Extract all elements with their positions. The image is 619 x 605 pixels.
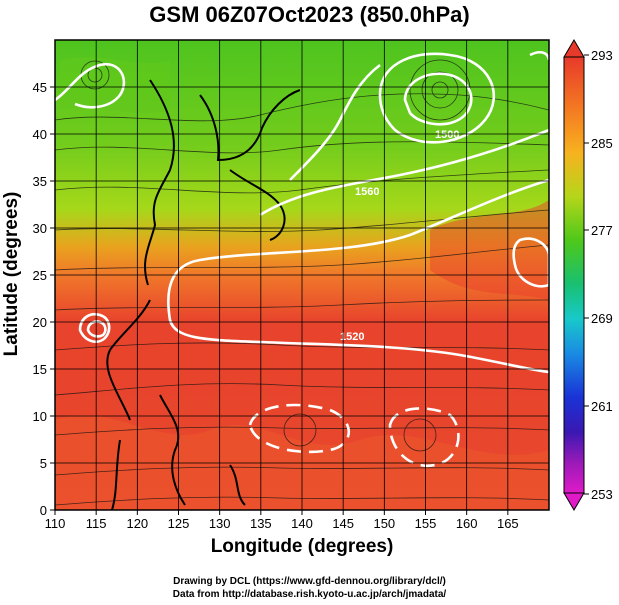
y-axis-ticks: 0 5 10 15 20 25 30 35 40 45: [33, 80, 55, 518]
x-tick-label: 160: [456, 516, 478, 531]
colorbar-top-arrow: [563, 39, 585, 58]
y-tick-label: 45: [33, 80, 47, 95]
colorbar-scale: [563, 56, 585, 494]
x-tick-label: 150: [373, 516, 395, 531]
y-tick-label: 20: [33, 315, 47, 330]
y-tick-label: 5: [40, 456, 47, 471]
x-tick-label: 130: [209, 516, 231, 531]
y-tick-label: 40: [33, 127, 47, 142]
height-contours: [55, 50, 549, 468]
colorbar-tick-label: 269: [591, 311, 613, 326]
y-tick-label: 0: [40, 503, 47, 518]
y-tick-label: 30: [33, 221, 47, 236]
contour-label: 1500: [435, 129, 459, 141]
colorbar-tick-label: 285: [591, 136, 613, 151]
colorbar-tick-label: 277: [591, 223, 613, 238]
colorbar-tick-label: 261: [591, 399, 613, 414]
y-tick-label: 15: [33, 362, 47, 377]
grid-lines: [55, 40, 549, 510]
contour-label: 1560: [355, 186, 379, 198]
x-tick-label: 135: [250, 516, 272, 531]
credit-line-1: Drawing by DCL (https://www.gfd-dennou.o…: [173, 576, 446, 587]
colorbar-tick-label: 293: [591, 48, 613, 63]
x-tick-label: 140: [291, 516, 313, 531]
x-tick-label: 165: [497, 516, 519, 531]
x-axis-ticks: 110 115 120 125 130 135 140 145 150 155 160 165: [45, 510, 519, 531]
x-tick-label: 115: [86, 516, 107, 531]
x-tick-label: 120: [126, 516, 148, 531]
contour-label: 1520: [340, 331, 364, 343]
x-tick-label: 110: [45, 516, 66, 531]
colorbar-bottom-arrow: [563, 492, 585, 511]
y-tick-label: 35: [33, 174, 47, 189]
chart-title: GSM 06Z07Oct2023 (850.0hPa): [149, 2, 470, 27]
x-tick-label: 125: [168, 516, 190, 531]
credit-line-2: Data from http://database.rish.kyoto-u.a…: [172, 589, 447, 600]
x-axis-label: Longitude (degrees): [210, 536, 394, 557]
y-tick-label: 25: [33, 268, 47, 283]
y-axis-label: Latitude (degrees): [1, 191, 22, 357]
streamlines: [55, 59, 549, 506]
colorbar-tick-label: 253: [591, 487, 613, 502]
colorbar: 293 285 277 269 261 253: [563, 39, 613, 511]
y-tick-label: 10: [33, 409, 47, 424]
x-tick-label: 155: [415, 516, 437, 531]
x-tick-label: 145: [332, 516, 354, 531]
